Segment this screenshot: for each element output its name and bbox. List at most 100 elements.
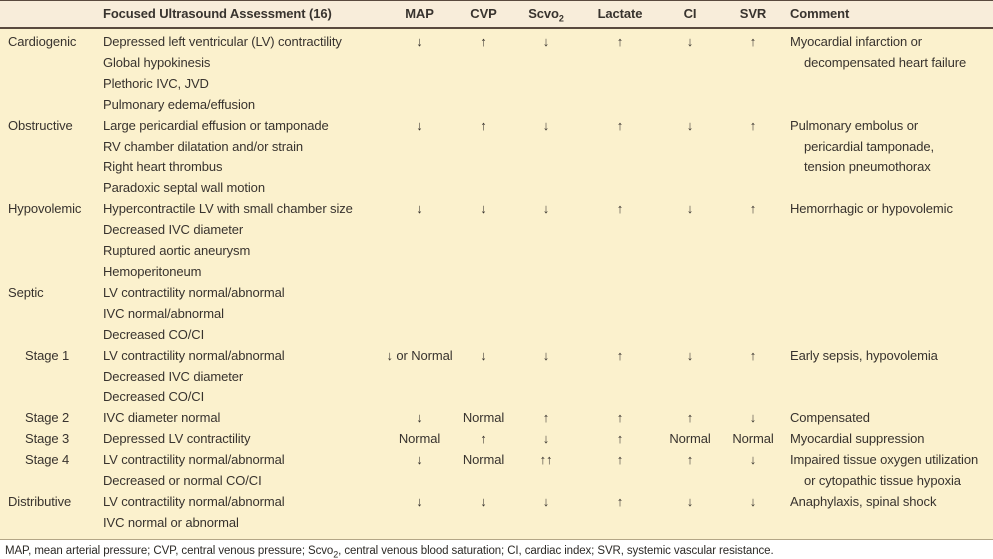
footnote-part2: , central venous blood saturation; CI, c… xyxy=(338,544,774,557)
table-footnote: MAP, mean arterial pressure; CVP, centra… xyxy=(0,544,993,559)
cvp-value: ↑ xyxy=(480,117,487,133)
lactate-value: ↑ xyxy=(616,410,624,426)
shock-type-cell: Stage 1 xyxy=(25,347,70,363)
header-lactate: Lactate xyxy=(597,6,643,21)
cvp-value: ↑ xyxy=(480,34,487,49)
table-row: Stage 2 IVC diameter normal ↓ Normal ↑ ↑… xyxy=(0,408,993,429)
finding-line: Decreased IVC diameter xyxy=(103,222,244,238)
shock-table: Focused Ultrasound Assessment (16) MAP C… xyxy=(0,0,993,540)
table-body: Cardiogenic Depressed left ventricular (… xyxy=(0,29,993,540)
finding-line: LV contractility normal/abnormal xyxy=(103,452,285,468)
map-value: Normal xyxy=(398,431,441,447)
footnote-part1: MAP, mean arterial pressure; CVP, centra… xyxy=(5,544,334,557)
finding-line: Global hypokinesis xyxy=(103,54,211,70)
shock-type-cell: Stage 4 xyxy=(25,452,70,468)
comment-line: tension pneumothorax xyxy=(804,159,931,175)
comment-cell: Hemorrhagic or hypovolemic xyxy=(786,199,993,220)
lactate-value: ↑ xyxy=(616,452,624,468)
ultrasound-findings-cell: Hypercontractile LV with small chamber s… xyxy=(103,199,384,283)
finding-line: Pulmonary edema/effusion xyxy=(103,96,256,112)
lactate-value: ↑ xyxy=(616,34,624,49)
finding-line: Ruptured aortic aneurysm xyxy=(103,243,251,259)
shock-type-cell: Obstructive xyxy=(8,117,73,133)
header-map: MAP xyxy=(405,6,434,21)
finding-line: IVC normal or abnormal xyxy=(103,514,239,530)
finding-line: LV contractility normal/abnormal xyxy=(103,347,285,363)
ci-value: Normal xyxy=(669,431,711,447)
ultrasound-findings-cell: Depressed left ventricular (LV) contract… xyxy=(103,32,384,116)
ci-value: ↓ xyxy=(686,493,694,509)
finding-line: RV chamber dilatation and/or strain xyxy=(103,138,304,154)
scvo2-value: ↑ xyxy=(542,410,550,426)
finding-line: Depressed LV contractility xyxy=(103,431,251,447)
header-ci: CI xyxy=(683,6,697,21)
comment-cell: Compensated xyxy=(786,408,993,429)
ultrasound-findings-cell: Large pericardial effusion or tamponade R… xyxy=(103,116,384,200)
finding-line: Decreased or normal CO/CI xyxy=(103,473,262,489)
table-row: Stage 4 LV contractility normal/abnormal… xyxy=(0,450,993,492)
finding-line: IVC diameter normal xyxy=(103,410,221,426)
map-value: ↓ xyxy=(416,493,423,509)
comment-line: Compensated xyxy=(790,410,870,426)
cvp-value: ↑ xyxy=(480,431,487,447)
map-value: ↓ xyxy=(416,201,423,217)
lactate-value: ↑ xyxy=(616,117,624,133)
scvo2-value: ↓ xyxy=(542,117,550,133)
ci-value: ↓ xyxy=(686,201,694,217)
comment-line: Impaired tissue oxygen utilization xyxy=(790,452,979,468)
svr-value: ↓ xyxy=(749,493,757,509)
svr-value: ↑ xyxy=(749,117,757,133)
finding-line: LV contractility normal/abnormal xyxy=(103,284,285,300)
ci-value: ↑ xyxy=(686,452,694,468)
finding-line: Decreased CO/CI xyxy=(103,389,205,405)
header-scvo2-subscript: 2 xyxy=(558,13,564,24)
svr-value: ↑ xyxy=(749,201,757,217)
map-value: ↓ or Normal xyxy=(386,347,453,363)
ultrasound-findings-cell: Depressed LV contractility xyxy=(103,429,384,450)
shock-type-cell: Hypovolemic xyxy=(8,201,82,217)
scvo2-value: ↑↑ xyxy=(539,452,553,468)
scvo2-value: ↓ xyxy=(542,34,550,49)
finding-line: Paradoxic septal wall motion xyxy=(103,180,265,196)
comment-cell: Myocardial suppression xyxy=(786,429,993,450)
table-row: Stage 3 Depressed LV contractility Norma… xyxy=(0,429,993,450)
comment-line: Hemorrhagic or hypovolemic xyxy=(790,201,953,217)
lactate-value: ↑ xyxy=(616,201,624,217)
header-scvo2-base: Scvo xyxy=(528,6,559,21)
comment-cell: Impaired tissue oxygen utilization or cyt… xyxy=(786,450,993,492)
comment-cell: Pulmonary embolus or pericardial tamponad… xyxy=(786,116,993,179)
svr-value: Normal xyxy=(732,431,774,447)
svr-value: ↑ xyxy=(749,34,757,49)
lactate-value: ↑ xyxy=(616,347,624,363)
finding-line: Large pericardial effusion or tamponade xyxy=(103,117,329,133)
svr-value: ↓ xyxy=(749,410,757,426)
comment-line: Myocardial suppression xyxy=(790,431,925,447)
cvp-value: ↓ xyxy=(480,201,487,217)
footnote-scvo2-subscript: 2 xyxy=(333,549,339,559)
comment-line: Early sepsis, hypovolemia xyxy=(790,347,938,363)
comment-line: Anaphylaxis, spinal shock xyxy=(790,493,937,509)
finding-line: LV contractility normal/abnormal xyxy=(103,493,285,509)
finding-line: Plethoric IVC, JVD xyxy=(103,75,209,91)
comment-line: Myocardial infarction or xyxy=(790,34,922,49)
header-comment: Comment xyxy=(790,6,850,21)
table-row: Stage 1 LV contractility normal/abnormal… xyxy=(0,346,993,409)
comment-cell: Myocardial infarction or decompensated he… xyxy=(786,32,993,74)
finding-line: Decreased IVC diameter xyxy=(103,368,244,384)
finding-line: IVC normal/abnormal xyxy=(103,305,224,321)
table-row: Cardiogenic Depressed left ventricular (… xyxy=(0,32,993,116)
comment-line: Pulmonary embolus or xyxy=(790,117,919,133)
ultrasound-findings-cell: LV contractility normal/abnormal Decrease… xyxy=(103,346,384,409)
cvp-value: ↓ xyxy=(480,347,487,363)
table-row: Septic LV contractility normal/abnormal I… xyxy=(0,283,993,346)
cvp-value: ↓ xyxy=(480,493,487,509)
cvp-value: Normal xyxy=(462,410,505,426)
map-value: ↓ xyxy=(416,34,423,49)
shock-type-cell: Stage 3 xyxy=(25,431,70,447)
finding-line: Right heart thrombus xyxy=(103,159,223,175)
finding-line: Decreased CO/CI xyxy=(103,326,205,342)
header-cvp: CVP xyxy=(470,6,497,21)
comment-cell: Anaphylaxis, spinal shock xyxy=(786,492,993,513)
scvo2-value: ↓ xyxy=(542,347,550,363)
ultrasound-findings-cell: LV contractility normal/abnormal IVC norm… xyxy=(103,283,384,346)
